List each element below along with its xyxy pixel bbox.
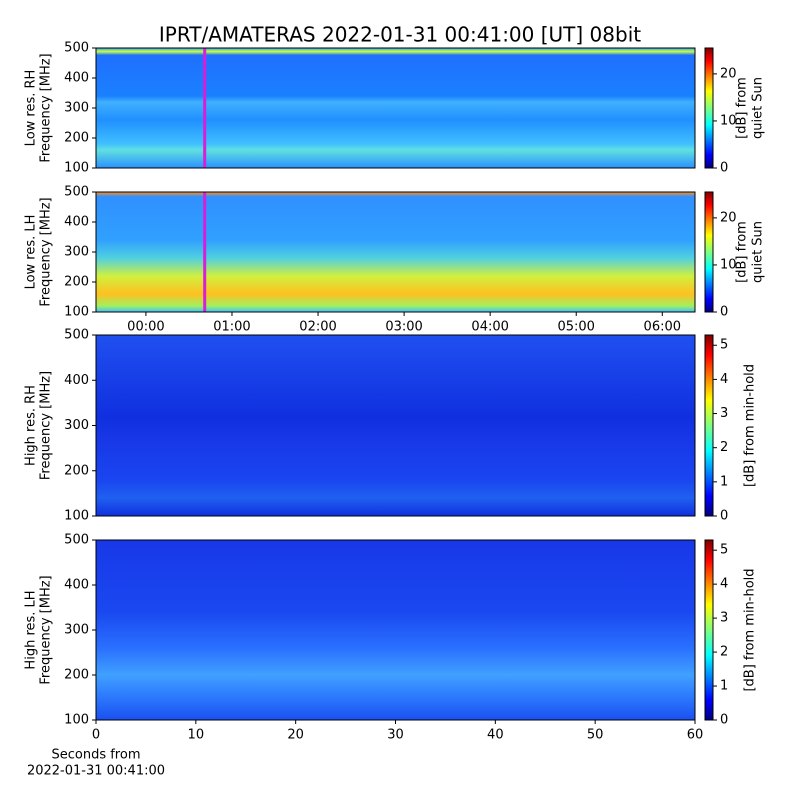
colorbar-tick-label: 5 (720, 543, 728, 558)
y-axis-label: Low res. RH (24, 70, 39, 147)
y-tick-label: 100 (64, 161, 89, 176)
colorbar-tick-label: 2 (720, 440, 728, 455)
colorbar-tick-label: 0 (720, 509, 728, 524)
y-tick-label: 100 (64, 509, 89, 524)
colorbar-tick-label: 1 (720, 474, 728, 489)
x-tick-label: 40 (487, 728, 504, 743)
y-tick-label: 500 (64, 185, 89, 200)
y-tick-label: 200 (64, 131, 89, 146)
colorbar-label: [dB] from min-hold (743, 568, 758, 691)
x-axis-label: 2022-01-31 00:41:00 (27, 764, 165, 779)
x-tick-label: 02:00 (299, 320, 336, 335)
y-axis-label: High res. RH (24, 385, 39, 466)
y-tick-label: 200 (64, 275, 89, 290)
y-tick-label: 500 (64, 328, 89, 343)
colorbar (704, 191, 714, 313)
colorbar-tick-label: 20 (720, 66, 737, 81)
colorbar-tick-label: 10 (720, 257, 737, 272)
y-tick-label: 300 (64, 623, 89, 638)
colorbar-tick-label: 1 (720, 679, 728, 694)
chart-title: IPRT/AMATERAS 2022-01-31 00:41:00 [UT] 0… (159, 23, 641, 47)
x-tick-label: 50 (587, 728, 604, 743)
spectrogram (96, 192, 695, 312)
x-tick-label: 10 (188, 728, 205, 743)
y-axis-label: Frequency [MHz] (39, 371, 54, 480)
x-tick-label: 30 (387, 728, 404, 743)
x-axis-label: Seconds from (51, 748, 140, 763)
x-tick-label: 04:00 (471, 320, 508, 335)
x-tick-label: 0 (92, 728, 100, 743)
y-tick-label: 300 (64, 101, 89, 116)
x-tick-label: 01:00 (213, 320, 250, 335)
x-tick-label: 03:00 (385, 320, 422, 335)
spectrogram (96, 48, 695, 168)
y-tick-label: 400 (64, 373, 89, 388)
colorbar-tick-label: 5 (720, 338, 728, 353)
colorbar-tick-label: 4 (720, 577, 728, 592)
y-axis-label: Frequency [MHz] (39, 53, 54, 162)
x-tick-label: 60 (687, 728, 704, 743)
colorbar-tick-label: 0 (720, 713, 728, 728)
colorbar-tick-label: 2 (720, 645, 728, 660)
y-tick-label: 200 (64, 463, 89, 478)
y-tick-label: 300 (64, 418, 89, 433)
y-axis-label: High res. LH (24, 590, 39, 669)
x-tick-label: 05:00 (557, 320, 594, 335)
colorbar-tick-label: 20 (720, 210, 737, 225)
y-tick-label: 400 (64, 71, 89, 86)
colorbar-tick-label: 0 (720, 161, 728, 176)
colorbar (704, 539, 714, 721)
y-tick-label: 300 (64, 245, 89, 260)
colorbar-tick-label: 4 (720, 372, 728, 387)
y-tick-label: 500 (64, 533, 89, 548)
y-tick-label: 400 (64, 578, 89, 593)
colorbar-label: quiet Sun (751, 77, 766, 139)
colorbar (704, 334, 714, 517)
colorbar-label: [dB] from min-hold (743, 364, 758, 487)
y-tick-label: 200 (64, 668, 89, 683)
colorbar (704, 47, 714, 169)
y-axis-label: Frequency [MHz] (39, 575, 54, 684)
colorbar-tick-label: 0 (720, 305, 728, 320)
y-tick-label: 400 (64, 215, 89, 230)
y-axis-label: Low res. LH (24, 215, 39, 290)
spectrogram (96, 540, 695, 720)
x-tick-label: 00:00 (127, 320, 164, 335)
y-tick-label: 100 (64, 305, 89, 320)
colorbar-label: [dB] from (735, 221, 750, 283)
colorbar-tick-label: 3 (720, 611, 728, 626)
colorbar-tick-label: 3 (720, 406, 728, 421)
y-tick-label: 500 (64, 41, 89, 56)
y-axis-label: Frequency [MHz] (39, 197, 54, 306)
x-tick-label: 20 (287, 728, 304, 743)
colorbar-label: [dB] from (735, 77, 750, 139)
colorbar-label: quiet Sun (751, 221, 766, 283)
spectrogram (96, 335, 695, 516)
y-tick-label: 100 (64, 713, 89, 728)
colorbar-tick-label: 10 (720, 113, 737, 128)
x-tick-label: 06:00 (644, 320, 681, 335)
